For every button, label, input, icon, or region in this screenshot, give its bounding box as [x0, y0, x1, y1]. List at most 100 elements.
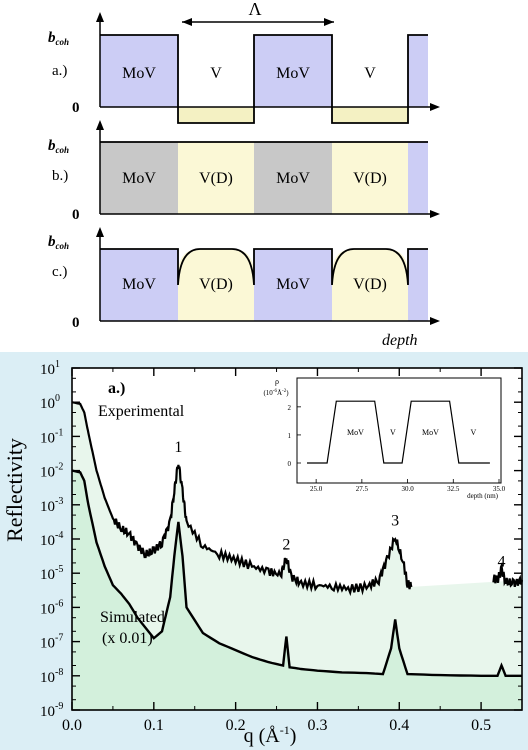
inset-x-label: depth (nm): [467, 492, 499, 500]
scale-annotation: (x 0.01): [102, 630, 153, 647]
inset-content: 25.0 27.5 30.0 32.5 35.0 0 1 2 MoV V MoV V: [288, 400, 506, 493]
x-tick-label: 0.1: [144, 717, 164, 734]
zero-label: 0: [72, 207, 80, 223]
layer-v-deuterated: [332, 249, 408, 321]
inset-x-tick-label: 25.0: [310, 485, 323, 493]
layer-label: MoV: [122, 65, 156, 82]
layer-mov: [408, 35, 428, 107]
y-axis-label: bcoh: [48, 30, 69, 47]
series-line-experimental-high-q: [492, 562, 524, 588]
peak-label: 1: [174, 439, 182, 456]
y-axis-arrow: [96, 120, 104, 130]
axis-ticks: 0.0 0.1 0.2 0.3 0.4 0.510110010-110-210-310-4…: [40, 359, 522, 734]
experimental-shade: [72, 402, 522, 676]
layer-label: MoV: [276, 170, 310, 187]
layer-label: MoV: [276, 65, 310, 82]
layer-label: V: [364, 65, 376, 82]
layer-v-deuterated: [178, 142, 254, 214]
period-marker: Λ: [182, 0, 334, 26]
shaded-region: [72, 402, 522, 710]
layer-v-deuterated: [332, 142, 408, 214]
layer-label: V(D): [353, 170, 387, 187]
peak-label: 2: [282, 536, 290, 553]
y-tick-label: 100: [40, 393, 60, 412]
inset-density-profile: [307, 400, 490, 464]
x-tick-label: 0.0: [62, 717, 82, 734]
inset-x-tick-label: 32.5: [447, 485, 460, 493]
inset-layer-label: V: [471, 428, 477, 437]
peak-label: 4: [498, 553, 506, 570]
inset-x-tick-label: 35.0: [493, 485, 506, 493]
x-tick-label: 0.3: [307, 717, 327, 734]
inset-layer-label: MoV: [422, 428, 439, 437]
peak-labels: 1 2 3 4: [174, 439, 505, 571]
inset-y-tick-label: 0: [288, 460, 292, 468]
panel-label-a: a.): [52, 63, 67, 79]
y-tick-label: 10-6: [40, 598, 63, 617]
layer-v-negative: [332, 107, 408, 123]
panel-label-b: b.): [52, 168, 68, 184]
x-tick-label: 0.2: [226, 717, 246, 734]
y-axis-arrow: [96, 12, 104, 22]
inset-y-tick-label: 2: [288, 404, 292, 412]
layer-mov: [408, 142, 428, 214]
layer-mov: [100, 142, 178, 214]
series-line-simulated-x-0-01-: [71, 469, 522, 677]
panel-b: bcoh 0 b.) MoV V(D) MoV V(D): [48, 120, 440, 223]
layer-label: V(D): [199, 276, 233, 293]
y-axis-title: Reflectivity: [2, 438, 27, 542]
layer-v-negative: [178, 107, 254, 123]
y-axis-label: bcoh: [48, 138, 69, 155]
zero-label: 0: [72, 100, 80, 116]
density-profile: [100, 248, 428, 286]
panel-c: bcoh 0 c.) MoV V(D) MoV V(D) depth: [48, 227, 440, 349]
x-axis-arrow: [430, 210, 440, 218]
layer-mov: [254, 35, 332, 107]
reflectivity-chart: 0.0 0.1 0.2 0.3 0.4 0.510110010-110-210-310-4…: [0, 352, 528, 750]
x-axis-label: depth: [382, 332, 418, 349]
layer-v-deuterated: [178, 249, 254, 321]
inset-y-label: ρ: [275, 377, 279, 386]
density-profile: [100, 34, 428, 124]
panel-a: bcoh 0 a.) MoV V MoV V: [48, 12, 440, 124]
y-tick-label: 10-5: [40, 564, 63, 583]
inset-y-units: (10-6Å-2): [263, 389, 289, 397]
period-label: Λ: [248, 0, 261, 19]
layer-label: MoV: [122, 170, 156, 187]
inset-y-tick-label: 1: [288, 432, 292, 440]
y-tick-label: 10-3: [40, 496, 63, 515]
y-tick-label: 10-1: [40, 427, 63, 446]
series-line-experimental: [71, 401, 413, 597]
y-tick-label: 10-7: [40, 633, 63, 652]
inset-frame: [296, 377, 502, 484]
chart-panel-label: a.): [108, 380, 125, 397]
y-tick-label: 101: [40, 359, 60, 378]
inset-layer-label: MoV: [347, 428, 364, 437]
inset-plot: 25.0 27.5 30.0 32.5 35.0 0 1 2 MoV V MoV V ρ (10-6Å…: [263, 377, 505, 500]
layer-mov: [254, 249, 332, 321]
layer-diagram: Λ bcoh 0 a.) MoV V MoV V: [48, 0, 440, 349]
inset-layer-label: V: [390, 428, 396, 437]
layer-mov: [100, 35, 178, 107]
y-axis-arrow: [96, 227, 104, 237]
layer-label: V(D): [199, 170, 233, 187]
peak-label: 3: [391, 512, 399, 529]
panel-label-c: c.): [52, 264, 67, 280]
y-tick-label: 10-4: [40, 530, 63, 549]
simulated-annotation: Simulated: [100, 609, 165, 626]
y-axis-label: bcoh: [48, 234, 69, 251]
x-tick-label: 0.5: [471, 717, 491, 734]
y-tick-label: 10-9: [40, 701, 63, 720]
layer-mov: [408, 249, 428, 321]
x-axis-title: q (Å-1): [244, 723, 297, 747]
x-axis-arrow: [430, 317, 440, 325]
layer-label: V(D): [353, 276, 387, 293]
y-tick-label: 10-8: [40, 667, 63, 686]
layer-mov: [254, 142, 332, 214]
x-tick-label: 0.4: [389, 717, 409, 734]
layer-label: MoV: [276, 276, 310, 293]
zero-label: 0: [72, 315, 80, 331]
experimental-annotation: Experimental: [98, 403, 185, 420]
layer-label: MoV: [122, 276, 156, 293]
